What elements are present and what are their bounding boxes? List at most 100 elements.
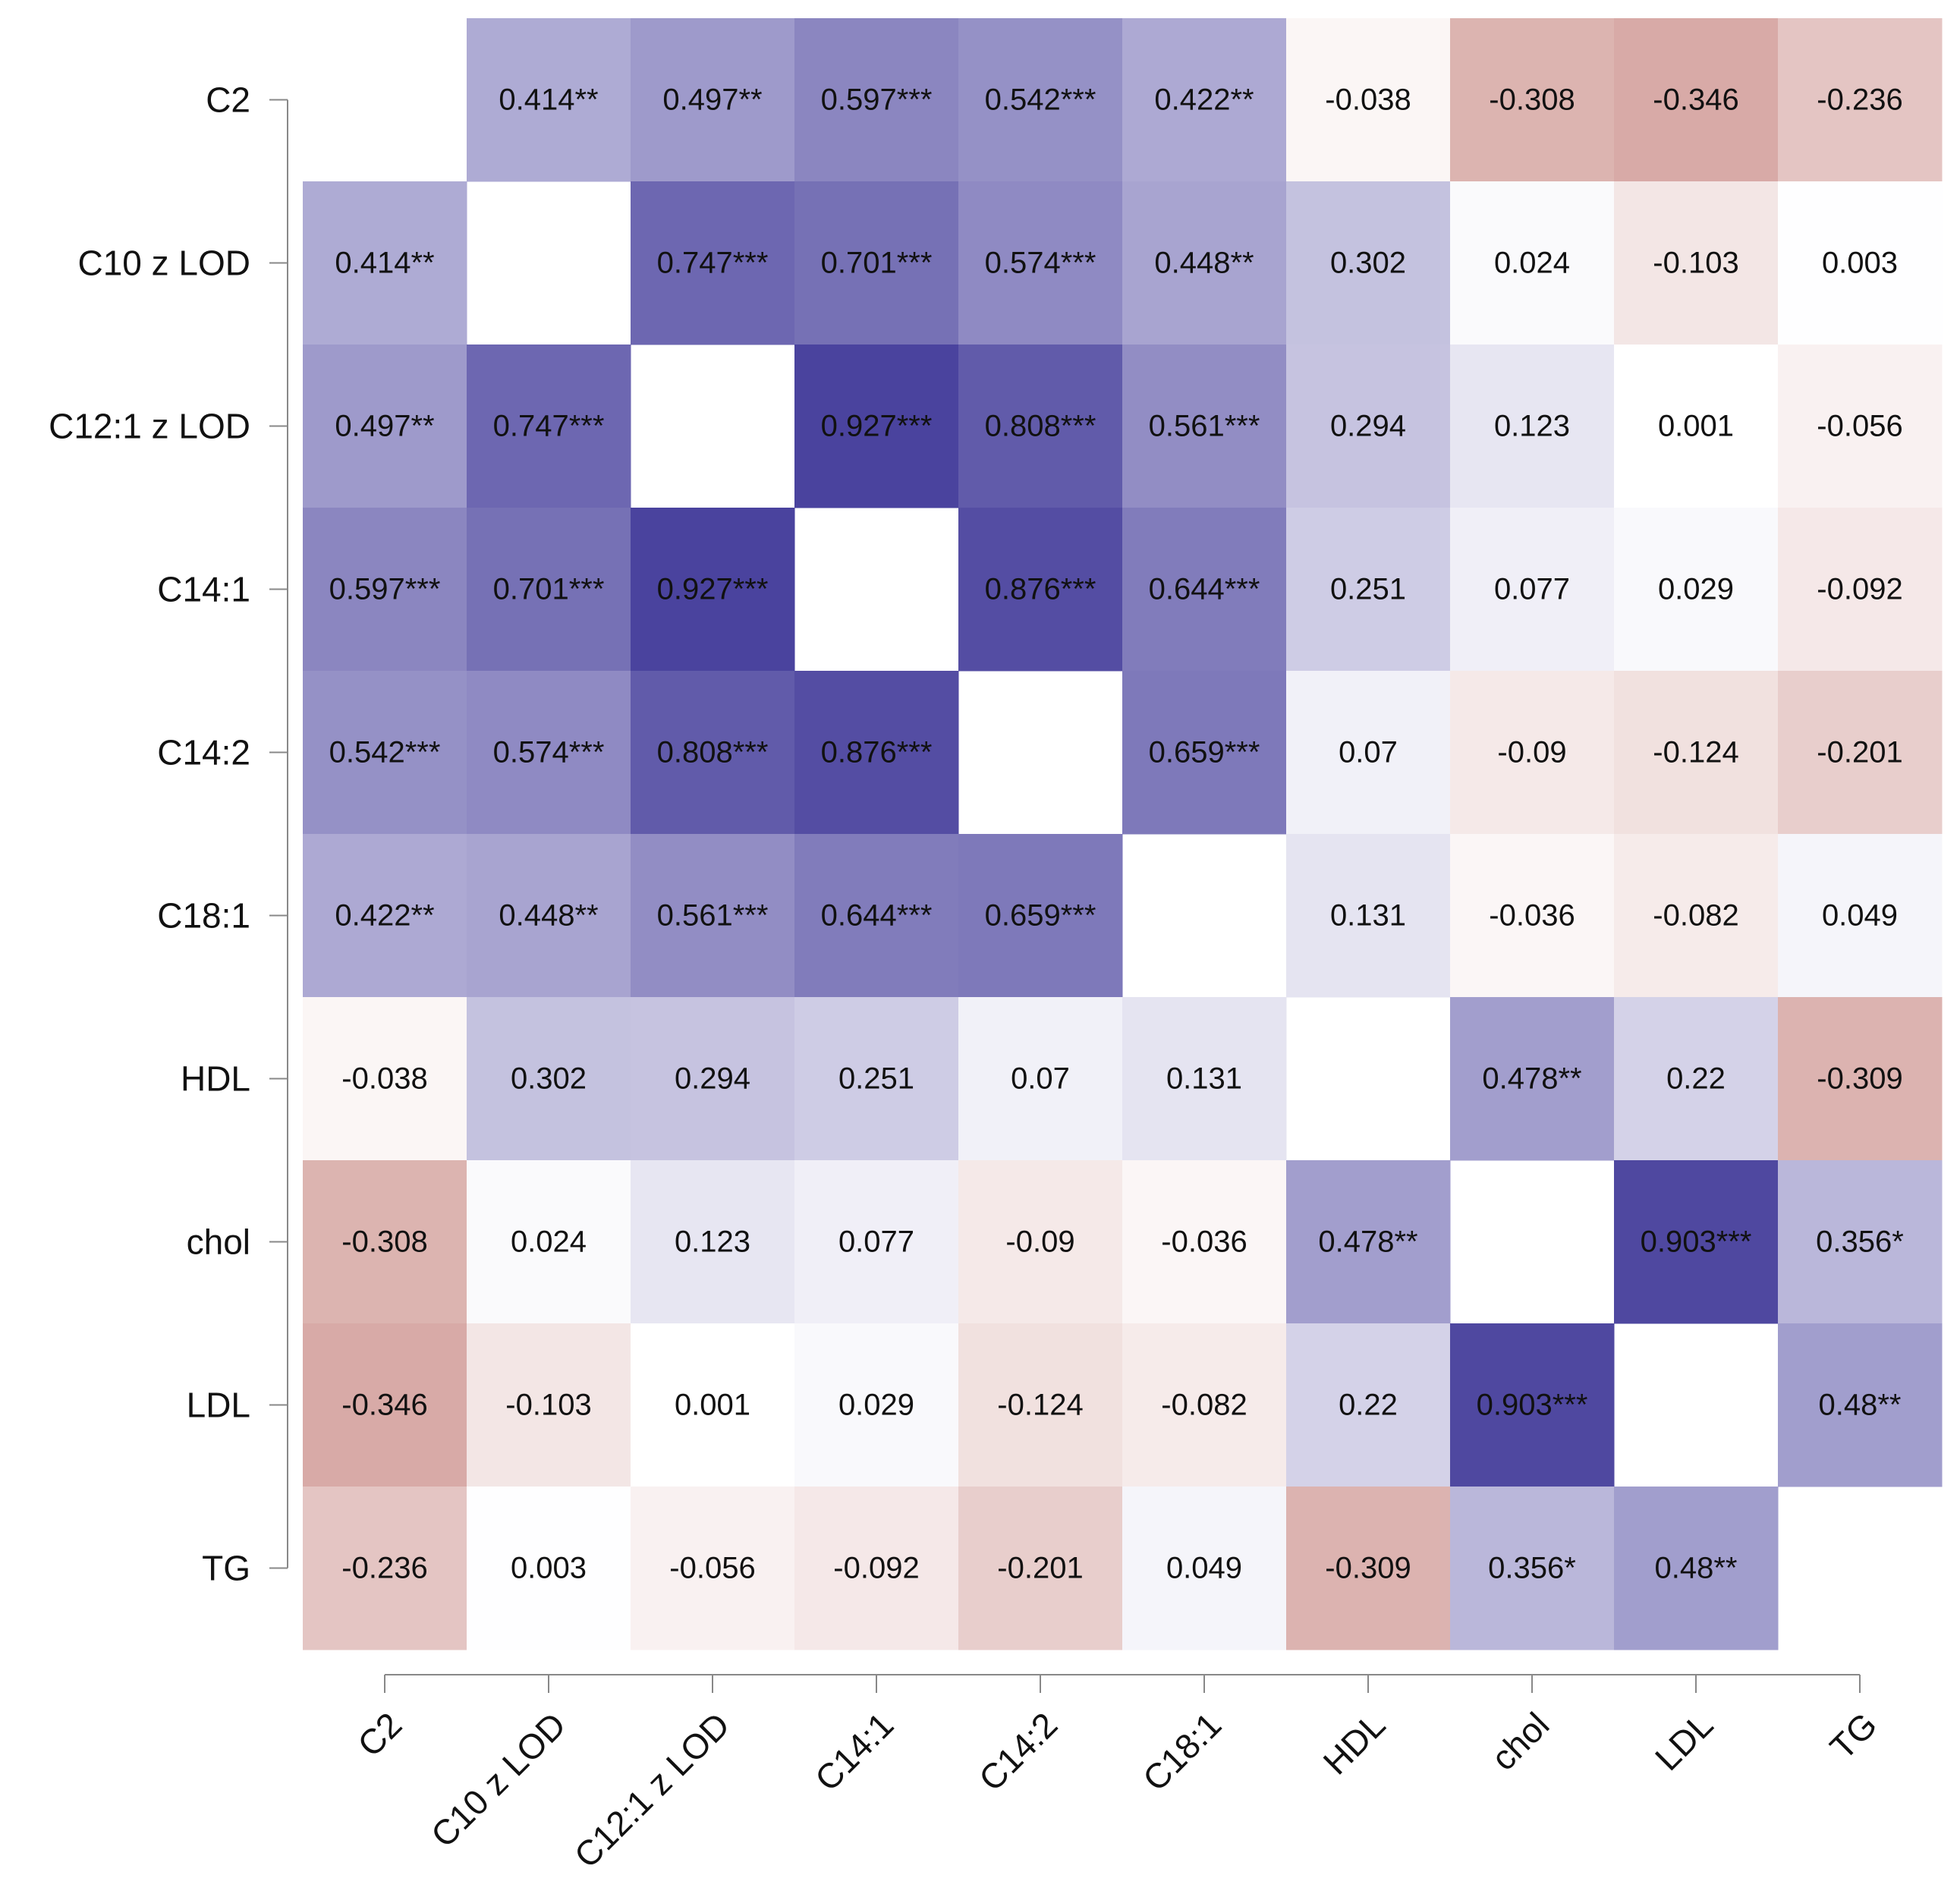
- heatmap-cell: [794, 834, 959, 998]
- cell-label: -0.09: [1497, 736, 1566, 769]
- heatmap-cell: [958, 1323, 1123, 1487]
- heatmap-cell: [1122, 671, 1287, 835]
- cell-label: 0.024: [511, 1225, 587, 1259]
- heatmap-cell: [1778, 181, 1943, 345]
- heatmap-cell: [1122, 508, 1287, 672]
- heatmap-cell: [631, 997, 795, 1161]
- cell-label: 0.903***: [1641, 1225, 1752, 1259]
- cell-label: 0.131: [1330, 899, 1406, 933]
- heatmap-cell: [1122, 1487, 1287, 1650]
- heatmap-cell: [467, 997, 631, 1161]
- heatmap-cell: [631, 671, 795, 835]
- cell-label: -0.124: [997, 1389, 1083, 1422]
- x-tick-label: chol: [1483, 1705, 1556, 1778]
- heatmap-cell: [631, 1323, 795, 1487]
- heatmap-cell: [1614, 181, 1779, 345]
- heatmap-cell: [1614, 508, 1779, 672]
- y-tick-label: C12:1 z LOD: [49, 407, 250, 446]
- heatmap-cell: [1614, 834, 1779, 998]
- heatmap-cell: [1778, 1160, 1943, 1324]
- heatmap-cell: [303, 834, 467, 998]
- heatmap-cell: [467, 1323, 631, 1487]
- cell-label: 0.497**: [662, 83, 762, 117]
- heatmap-cell: [1614, 1160, 1779, 1324]
- y-tick-label: C14:2: [157, 733, 250, 772]
- heatmap-cell: [631, 834, 795, 998]
- cell-label: 0.701***: [821, 247, 933, 280]
- cell-label: 0.478**: [1318, 1225, 1417, 1259]
- cell-label: 0.029: [838, 1389, 914, 1422]
- cell-label: -0.082: [1653, 899, 1738, 933]
- cell-label: 0.597***: [821, 83, 933, 117]
- heatmap-cell: [1450, 508, 1615, 672]
- cell-label: -0.056: [669, 1552, 755, 1585]
- cell-label: 0.876***: [985, 573, 1096, 606]
- cell-label: -0.236: [341, 1552, 427, 1585]
- heatmap-cell: [1614, 1487, 1779, 1650]
- heatmap-cell: [467, 671, 631, 835]
- heatmap-cell: [303, 671, 467, 835]
- cell-label: 0.029: [1658, 573, 1734, 606]
- heatmap-cell: [958, 997, 1123, 1161]
- cell-label: 0.131: [1166, 1062, 1242, 1096]
- cell-label: 0.356*: [1816, 1225, 1904, 1259]
- cell-label: 0.003: [511, 1552, 587, 1585]
- y-tick-label: C14:1: [157, 570, 250, 609]
- cell-label: 0.561***: [657, 899, 769, 933]
- heatmap-cell: [303, 1323, 467, 1487]
- heatmap-cell: [303, 997, 467, 1161]
- cell-label: 0.876***: [821, 736, 933, 769]
- heatmap-cell: [631, 1487, 795, 1650]
- cell-label: -0.036: [1161, 1225, 1247, 1259]
- cell-label: 0.001: [675, 1389, 750, 1422]
- heatmap-cell: [631, 18, 795, 182]
- heatmap-cell: [1122, 345, 1287, 508]
- cell-label: 0.903***: [1477, 1389, 1588, 1422]
- heatmap-cell: [1450, 18, 1615, 182]
- cell-label: 0.302: [1330, 247, 1406, 280]
- heatmap-cell: [1450, 1323, 1615, 1487]
- cell-label: 0.077: [1494, 573, 1570, 606]
- cell-label: 0.414**: [499, 83, 598, 117]
- heatmap-cell: [1450, 1487, 1615, 1650]
- cell-label: 0.808***: [985, 410, 1096, 443]
- heatmap-cell: [1286, 181, 1451, 345]
- cell-label: -0.201: [1817, 736, 1902, 769]
- cell-label: 0.024: [1494, 247, 1570, 280]
- cell-label: 0.644***: [821, 899, 933, 933]
- heatmap-cell: [467, 508, 631, 672]
- cell-label: 0.561***: [1149, 410, 1260, 443]
- cell-label: 0.049: [1822, 899, 1898, 933]
- cell-label: -0.346: [341, 1389, 427, 1422]
- x-tick-label: C18:1: [1135, 1705, 1229, 1799]
- cell-label: -0.09: [1005, 1225, 1074, 1259]
- heatmap-cell: [1286, 508, 1451, 672]
- heatmap-cell: [1286, 18, 1451, 182]
- heatmap-cell: [1286, 671, 1451, 835]
- heatmap-cell: [1614, 345, 1779, 508]
- cell-label: -0.056: [1817, 410, 1902, 443]
- cell-label: -0.036: [1489, 899, 1575, 933]
- cell-label: 0.659***: [1149, 736, 1260, 769]
- cell-label: -0.082: [1161, 1389, 1247, 1422]
- cell-label: 0.22: [1666, 1062, 1726, 1096]
- heatmap-cell: [1778, 834, 1943, 998]
- heatmap-cell: [1614, 997, 1779, 1161]
- heatmap-cell: [1450, 345, 1615, 508]
- heatmap-cell: [467, 1160, 631, 1324]
- cell-label: 0.22: [1339, 1389, 1398, 1422]
- y-tick-label: chol: [187, 1222, 250, 1262]
- cell-label: 0.644***: [1149, 573, 1260, 606]
- cell-label: 0.478**: [1482, 1062, 1581, 1096]
- cell-label: 0.414**: [335, 247, 434, 280]
- cell-label: 0.07: [1011, 1062, 1070, 1096]
- cell-label: -0.346: [1653, 83, 1738, 117]
- heatmap-cell: [303, 1487, 467, 1650]
- heatmap-cell: [631, 508, 795, 672]
- cell-label: 0.077: [838, 1225, 914, 1259]
- cell-label: -0.103: [1653, 247, 1738, 280]
- heatmap-cell: [1122, 1160, 1287, 1324]
- cell-label: 0.927***: [821, 410, 933, 443]
- heatmap-cell: [631, 181, 795, 345]
